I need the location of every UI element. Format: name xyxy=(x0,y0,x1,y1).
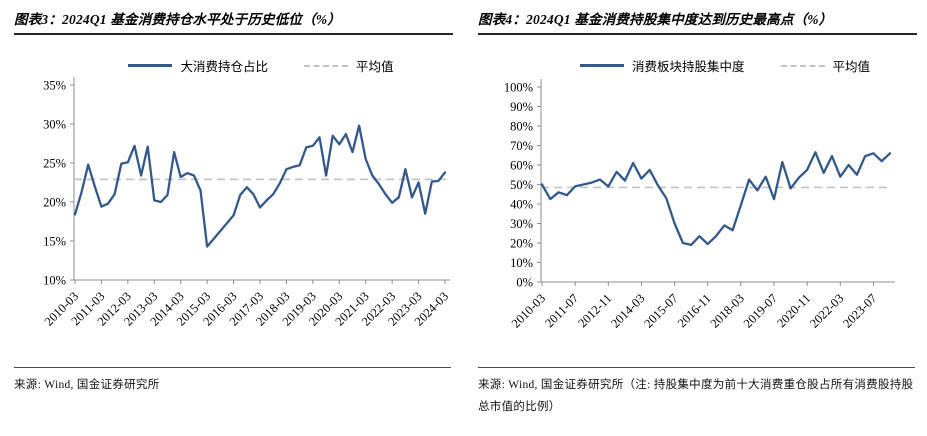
legend-label: 平均值 xyxy=(356,60,394,74)
y-tick-label: 20% xyxy=(510,237,533,251)
chart-panel-left: 图表3：2024Q1 基金消费持仓水平处于历史低位（%） 大消费持仓占比 平均值… xyxy=(0,0,463,436)
legend-item-average: 平均值 xyxy=(304,56,394,75)
x-tick-label: 2015-07 xyxy=(641,291,680,330)
x-tick-label: 2016-11 xyxy=(675,291,714,330)
y-tick-label: 100% xyxy=(504,81,533,95)
y-tick-label: 70% xyxy=(510,139,533,153)
y-tick-label: 0% xyxy=(516,276,533,290)
x-tick-label: 2014-03 xyxy=(608,291,647,330)
series-line xyxy=(73,124,447,248)
y-tick-label: 15% xyxy=(43,235,66,249)
chart-title: 图表4：2024Q1 基金消费持股集中度达到历史最高点（%） xyxy=(478,8,917,35)
x-tick-label: 2019-07 xyxy=(741,291,780,330)
source-note: 来源: Wind, 国金证券研究所 xyxy=(14,367,451,396)
chart-panel-right: 图表4：2024Q1 基金消费持股集中度达到历史最高点（%） 消费板块持股集中度… xyxy=(464,0,927,436)
legend-item-series: 大消费持仓占比 xyxy=(128,56,268,75)
y-tick-label: 25% xyxy=(43,157,66,171)
chart-legend: 大消费持仓占比 平均值 xyxy=(72,56,450,75)
series-line xyxy=(540,151,892,247)
x-tick-label: 2020-11 xyxy=(774,291,813,330)
line-chart-consumption-holding-concentration: 100% 90% 80% 70% 60% 50% 40% 30% 20% 10% 0%2010-03… xyxy=(504,79,895,331)
x-tick-label: 2011-07 xyxy=(542,291,581,330)
legend-label: 大消费持仓占比 xyxy=(180,60,268,74)
legend-label: 平均值 xyxy=(832,60,871,74)
x-tick-label: 2022-03 xyxy=(807,291,846,330)
y-tick-label: 40% xyxy=(510,198,533,212)
legend-item-series: 消费板块持股集中度 xyxy=(579,56,745,75)
x-tick-label: 2023-07 xyxy=(840,291,879,330)
legend-line-swatch-icon xyxy=(579,64,624,67)
legend-item-average: 平均值 xyxy=(780,56,871,75)
legend-label: 消费板块持股集中度 xyxy=(631,60,745,74)
y-tick-label: 10% xyxy=(510,256,533,270)
chart-title: 图表3：2024Q1 基金消费持仓水平处于历史低位（%） xyxy=(14,8,453,35)
y-tick-label: 20% xyxy=(43,196,66,210)
line-chart-fund-consumption-position: 35%30%25%20%15%10%2010-032011-032012-032… xyxy=(42,77,451,329)
y-tick-label: 35% xyxy=(43,79,66,93)
y-tick-label: 90% xyxy=(510,100,533,114)
legend-dash-swatch-icon xyxy=(780,64,825,67)
source-note: 来源: Wind, 国金证券研究所（注: 持股集中度为前十大消费重仓股占所有消费… xyxy=(478,367,915,419)
chart-legend: 消费板块持股集中度 平均值 xyxy=(536,56,914,75)
x-tick-label: 2018-03 xyxy=(708,291,747,330)
y-tick-label: 30% xyxy=(510,217,533,231)
legend-dash-swatch-icon xyxy=(304,64,348,67)
y-tick-label: 10% xyxy=(43,274,66,288)
y-tick-label: 60% xyxy=(510,159,533,173)
y-tick-label: 80% xyxy=(510,120,533,134)
legend-line-swatch-icon xyxy=(128,64,173,67)
y-tick-label: 50% xyxy=(510,178,533,192)
x-tick-label: 2012-11 xyxy=(575,291,614,330)
x-tick-label: 2010-03 xyxy=(509,291,548,330)
y-tick-label: 30% xyxy=(43,118,66,132)
